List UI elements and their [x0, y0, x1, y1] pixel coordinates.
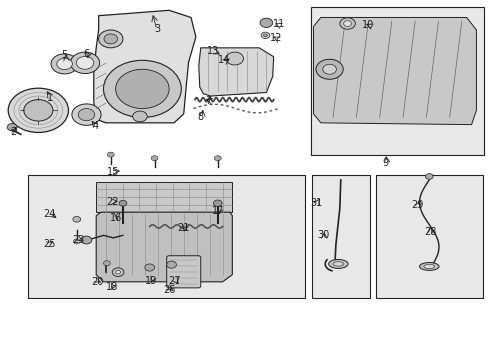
- Circle shape: [72, 104, 101, 125]
- Circle shape: [151, 156, 158, 161]
- Circle shape: [260, 18, 272, 27]
- Text: 10: 10: [362, 19, 374, 30]
- Circle shape: [7, 123, 17, 131]
- Ellipse shape: [332, 262, 343, 266]
- Text: 24: 24: [43, 209, 55, 219]
- Circle shape: [112, 268, 123, 276]
- Text: 20: 20: [91, 277, 103, 287]
- Circle shape: [213, 200, 222, 206]
- Polygon shape: [199, 48, 273, 96]
- Circle shape: [104, 34, 117, 44]
- Text: 2: 2: [10, 127, 16, 137]
- Text: 28: 28: [423, 227, 435, 237]
- Bar: [375, 175, 482, 298]
- Circle shape: [116, 69, 169, 109]
- Circle shape: [119, 201, 126, 206]
- Text: 4: 4: [92, 121, 98, 131]
- FancyBboxPatch shape: [166, 256, 201, 288]
- Text: 22: 22: [106, 197, 118, 207]
- Circle shape: [166, 261, 176, 268]
- Text: 23: 23: [72, 235, 84, 245]
- Text: 8: 8: [197, 112, 203, 122]
- Text: 14: 14: [218, 55, 230, 65]
- Circle shape: [214, 156, 221, 161]
- Text: 26: 26: [163, 285, 176, 295]
- Text: 5: 5: [61, 50, 67, 60]
- Circle shape: [57, 58, 72, 69]
- Circle shape: [78, 109, 95, 121]
- Polygon shape: [94, 10, 196, 123]
- Circle shape: [343, 21, 351, 26]
- Text: 25: 25: [43, 239, 55, 249]
- Circle shape: [81, 236, 92, 244]
- Text: 3: 3: [154, 24, 160, 34]
- Circle shape: [76, 57, 94, 69]
- Ellipse shape: [328, 260, 347, 269]
- Circle shape: [70, 52, 100, 73]
- Circle shape: [116, 270, 120, 274]
- Text: 31: 31: [310, 198, 322, 208]
- Circle shape: [103, 60, 181, 117]
- Text: 21: 21: [177, 223, 189, 233]
- Polygon shape: [313, 18, 475, 125]
- Circle shape: [339, 18, 355, 29]
- Text: 30: 30: [317, 230, 329, 240]
- Text: 16: 16: [109, 212, 122, 222]
- Circle shape: [261, 32, 269, 39]
- Polygon shape: [96, 212, 232, 282]
- Bar: [28, 175, 305, 298]
- Circle shape: [51, 54, 78, 74]
- Circle shape: [73, 239, 80, 244]
- Ellipse shape: [419, 262, 438, 270]
- Circle shape: [144, 264, 154, 271]
- Ellipse shape: [423, 264, 434, 269]
- Circle shape: [263, 34, 267, 37]
- Circle shape: [73, 216, 81, 222]
- Text: 11: 11: [273, 19, 285, 29]
- Text: 19: 19: [145, 276, 157, 286]
- Circle shape: [322, 64, 336, 74]
- Text: 18: 18: [106, 282, 118, 292]
- Circle shape: [103, 261, 110, 266]
- Text: 1: 1: [47, 93, 53, 103]
- Text: 17: 17: [211, 206, 224, 216]
- Text: 29: 29: [410, 200, 423, 210]
- Text: 12: 12: [270, 33, 282, 43]
- Bar: [311, 175, 369, 298]
- Text: 7: 7: [204, 96, 211, 107]
- Text: 6: 6: [83, 49, 89, 59]
- Text: 9: 9: [382, 158, 388, 168]
- Text: 13: 13: [206, 46, 219, 56]
- Circle shape: [8, 88, 68, 132]
- Text: 15: 15: [107, 167, 119, 177]
- Polygon shape: [96, 182, 232, 212]
- Circle shape: [225, 52, 243, 65]
- Circle shape: [24, 100, 53, 121]
- Text: 27: 27: [168, 276, 181, 286]
- Circle shape: [315, 59, 343, 79]
- Circle shape: [99, 30, 122, 48]
- Circle shape: [425, 174, 432, 179]
- Bar: [310, 7, 483, 155]
- Circle shape: [107, 152, 114, 157]
- Circle shape: [132, 111, 147, 122]
